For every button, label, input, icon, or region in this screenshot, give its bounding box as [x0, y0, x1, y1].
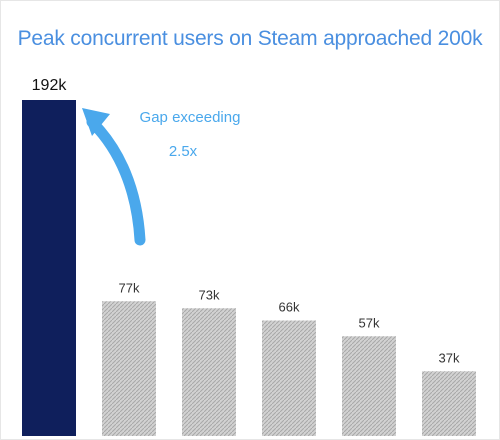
- annotation-arrowhead: [82, 108, 110, 136]
- bar-0: [22, 100, 76, 436]
- bar-5: [422, 371, 476, 436]
- bar-1: [102, 301, 156, 436]
- bar-label-4: 57k: [359, 315, 380, 330]
- chart-title: Peak concurrent users on Steam approache…: [17, 27, 483, 50]
- annotation-line-1: Gap exceeding: [140, 109, 241, 126]
- annotation-group: Gap exceeding 2.5x: [82, 108, 241, 246]
- bar-labels-group: 192k 77k 73k 66k 57k 37k: [32, 77, 460, 365]
- annotation-line-2: 2.5x: [169, 143, 198, 160]
- bars-group: [22, 100, 476, 436]
- bar-label-3: 66k: [279, 300, 300, 315]
- bar-label-5: 37k: [439, 350, 460, 365]
- annotation-arrow: [86, 116, 146, 246]
- bar-label-2: 73k: [199, 287, 220, 302]
- bar-4: [342, 336, 396, 436]
- bar-label-1: 77k: [119, 280, 140, 295]
- bar-3: [262, 320, 316, 436]
- bar-2: [182, 308, 236, 436]
- bar-label-0: 192k: [32, 77, 68, 94]
